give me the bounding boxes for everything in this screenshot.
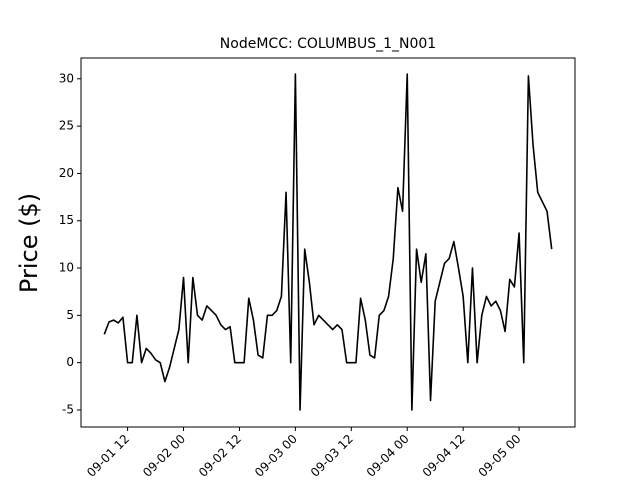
x-tick-label: 09-01 12 [84,432,132,480]
y-tick-label: 30 [59,71,74,85]
x-tick-label: 09-04 00 [364,432,412,480]
x-tick-label: 09-03 00 [252,432,300,480]
y-tick-label: 20 [59,166,74,180]
x-tick-label: 09-05 00 [476,432,524,480]
x-tick-label: 09-03 12 [308,432,356,480]
chart-title: NodeMCC: COLUMBUS_1_N001 [220,36,436,52]
x-tick-label: 09-02 12 [196,432,244,480]
y-tick-label: 25 [59,119,74,133]
y-tick-label: -5 [62,402,74,416]
y-tick-label: 10 [59,261,74,275]
plot-frame [80,57,576,428]
y-tick-label: 15 [59,213,74,227]
x-tick-label: 09-02 00 [140,432,188,480]
y-tick-label: 5 [66,308,74,322]
y-axis-label: Price ($) [15,193,43,293]
price-line [103,73,553,411]
y-tick-label: 0 [66,355,74,369]
x-tick-label: 09-04 12 [420,432,468,480]
